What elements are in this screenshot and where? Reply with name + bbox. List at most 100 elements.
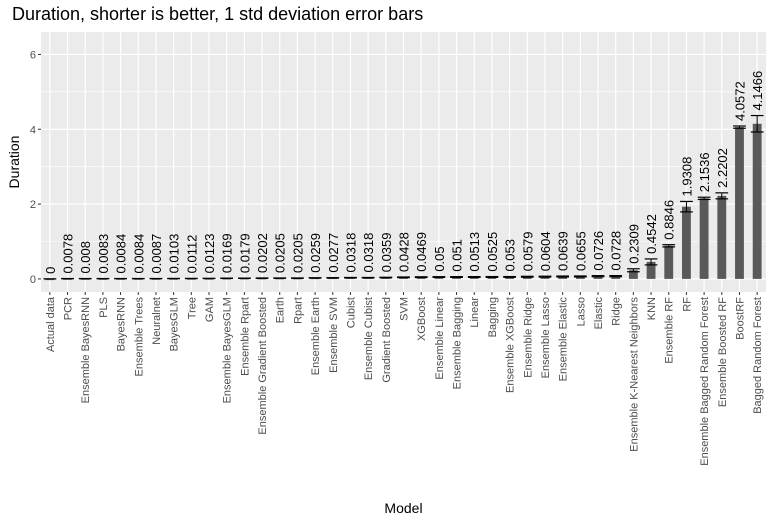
x-tick-label: Ensemble RF (664, 297, 676, 364)
value-label: 0.0639 (556, 231, 571, 271)
x-tick-label: Gradient Boosted (381, 297, 393, 383)
x-tick-label: RF (681, 297, 693, 312)
x-tick-label: Earth (275, 297, 287, 323)
value-label: 0.0205 (290, 233, 305, 273)
x-tick-label: Ensemble SVM (328, 297, 340, 373)
bar (611, 276, 621, 279)
value-label: 0.0604 (538, 231, 553, 271)
value-label: 0.0259 (308, 233, 323, 273)
x-tick-label: BayesRNN (116, 297, 128, 351)
x-tick-label: Ensemble Lasso (540, 297, 552, 378)
value-label: 0.051 (450, 239, 465, 272)
x-tick-label: Ensemble Boosted RF (717, 297, 729, 407)
bar (646, 261, 656, 279)
value-label: 0.2309 (626, 224, 641, 264)
value-label: 0.8846 (662, 200, 677, 240)
bar (628, 270, 638, 279)
value-label: 0.0087 (149, 234, 164, 274)
x-tick-label: Ensemble K-Nearest Neighbors (628, 297, 640, 452)
bar (752, 123, 762, 279)
bar (682, 206, 691, 279)
value-label: 1.9308 (679, 157, 694, 197)
y-tick-label: 0 (30, 274, 36, 286)
x-tick-label: Tree (186, 297, 198, 319)
value-label: 4.1466 (750, 71, 765, 111)
value-label: 0.05 (432, 246, 447, 271)
value-label: 0.053 (503, 239, 518, 272)
y-axis-title: Duration (6, 136, 22, 189)
value-label: 0.4542 (644, 214, 659, 254)
x-tick-label: Ensemble Bagging (452, 297, 464, 389)
x-tick-label: Ensemble Earth (310, 297, 322, 375)
bar (575, 276, 585, 279)
value-label: 0.0428 (397, 232, 412, 272)
x-tick-label: Ensemble Gradient Boosted (257, 297, 269, 435)
x-tick-label: PLS (98, 297, 110, 318)
x-tick-label: KNN (646, 297, 658, 320)
x-tick-label: Linear (469, 297, 481, 328)
x-tick-label: Ensemble Linear (434, 297, 446, 380)
x-axis-title: Model (384, 500, 422, 516)
value-label: 0.0318 (361, 233, 376, 273)
value-label: 0.0103 (167, 234, 182, 274)
x-tick-label: BayesGLM (169, 297, 181, 351)
value-label: 0.0525 (485, 232, 500, 272)
value-label: 0.0469 (414, 232, 429, 272)
x-tick-label: Ensemble Ridge (522, 297, 534, 378)
x-tick-label: GAM (204, 297, 216, 322)
x-tick-label: Cubist (345, 297, 357, 328)
value-label: 0.0084 (131, 234, 146, 274)
y-tick-label: 6 (30, 49, 36, 61)
value-label: 2.2202 (715, 148, 730, 188)
value-label: 0.0359 (379, 232, 394, 272)
x-tick-label: Ensemble XGBoost (505, 297, 517, 393)
x-tick-label: Bagging (487, 297, 499, 337)
bar (593, 276, 603, 279)
value-label: 0.0655 (573, 231, 588, 271)
x-tick-label: Ensemble Bagged Random Forest (699, 297, 711, 466)
x-tick-label: PCR (63, 297, 75, 320)
value-label: 0.008 (78, 241, 93, 274)
value-label: 0.0112 (184, 235, 199, 274)
value-label: 0.0579 (520, 232, 535, 272)
bar (505, 276, 515, 279)
x-tick-label: Ensemble Rpart (239, 297, 251, 376)
x-tick-label: BoostRF (734, 297, 746, 340)
x-tick-label: Neuralnet (151, 297, 163, 345)
value-label: 0 (43, 267, 58, 274)
bar (522, 276, 532, 279)
value-label: 0.0083 (96, 234, 111, 274)
y-tick-label: 2 (30, 199, 36, 211)
x-tick-label: Ridge (611, 297, 623, 326)
x-tick-label: Ensemble Cubist (363, 297, 375, 380)
value-label: 0.0078 (61, 234, 76, 274)
x-tick-label: Lasso (575, 297, 587, 326)
bar (664, 245, 674, 279)
value-label: 0.0084 (114, 234, 129, 274)
bar (540, 276, 550, 279)
bar (558, 276, 568, 279)
x-tick-label: Ensemble Elastic (558, 297, 570, 382)
bar (487, 276, 497, 279)
value-label: 0.0318 (343, 233, 358, 273)
value-label: 0.0726 (591, 231, 606, 271)
value-label: 0.0728 (609, 231, 624, 271)
value-label: 0.0169 (220, 233, 235, 273)
x-tick-label: Ensemble BayesRNN (80, 297, 92, 403)
value-label: 0.0179 (237, 233, 252, 273)
y-tick-label: 4 (30, 124, 36, 136)
value-label: 4.0572 (732, 81, 747, 121)
value-label: 2.1536 (697, 152, 712, 192)
x-tick-label: Bagged Random Forest (752, 297, 764, 414)
bar (717, 195, 727, 279)
value-label: 0.0277 (326, 233, 341, 273)
x-tick-label: Rpart (292, 297, 304, 324)
bar (735, 127, 744, 279)
x-tick-label: XGBoost (416, 297, 428, 341)
value-label: 0.0513 (467, 232, 482, 272)
x-tick-label: Ensemble Trees (133, 297, 145, 377)
x-tick-label: Actual data (45, 296, 57, 352)
value-label: 0.0123 (202, 234, 217, 274)
value-label: 0.0205 (273, 233, 288, 273)
